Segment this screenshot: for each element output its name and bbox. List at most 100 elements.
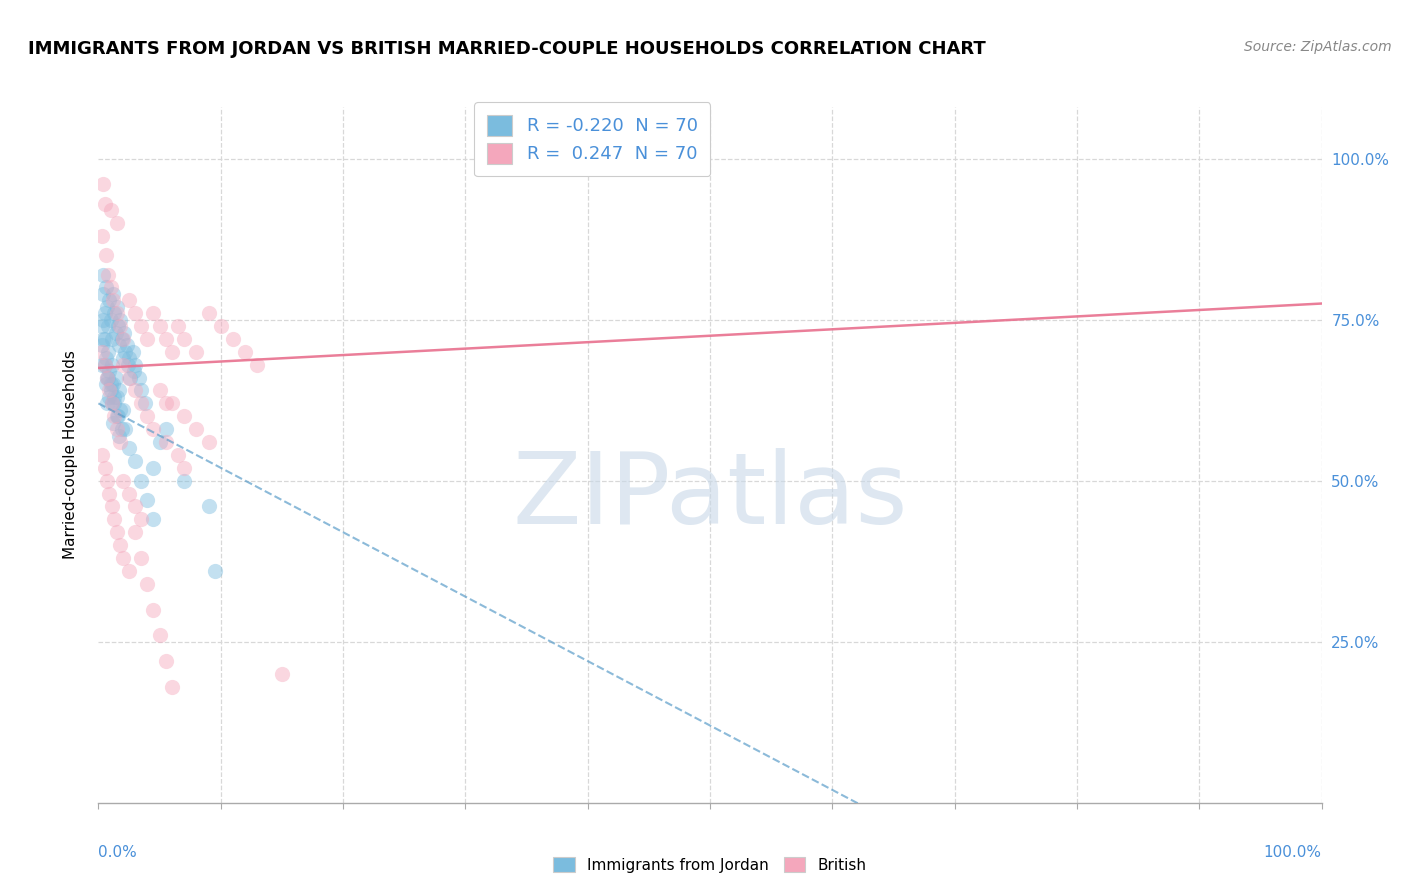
Point [91,344,114,359]
Point [111,422,134,436]
Point [142,306,165,320]
Point [91,338,114,352]
Point [136,332,159,346]
Point [129,512,152,526]
Point [142,460,165,475]
Point [98,486,121,500]
Point [136,493,159,508]
Point [167,319,190,334]
Point [142,602,165,616]
Point [222,332,245,346]
Point [110,319,132,334]
Point [204,564,226,578]
Point [118,351,141,366]
Point [91,332,114,346]
Point [100,377,122,392]
Point [197,306,219,320]
Point [103,396,125,410]
Point [118,442,141,456]
Point [93,358,115,372]
Point [97,344,120,359]
Point [101,416,124,430]
Point [107,319,129,334]
Point [91,268,114,282]
Point [173,409,195,424]
Point [96,370,118,384]
Point [118,370,141,384]
Point [167,448,190,462]
Point [114,344,136,359]
Point [149,319,172,334]
Point [155,654,177,668]
Point [160,396,183,410]
Point [160,344,183,359]
Point [100,384,122,398]
Legend: Immigrants from Jordan, British: Immigrants from Jordan, British [547,850,873,879]
Point [101,396,124,410]
Point [96,300,118,314]
Point [110,435,132,450]
Point [91,286,114,301]
Point [93,460,115,475]
Point [110,402,132,417]
Point [93,332,115,346]
Point [93,358,115,372]
Point [94,280,117,294]
Point [233,344,256,359]
Point [111,402,134,417]
Point [122,364,145,378]
Point [121,344,143,359]
Point [94,351,117,366]
Text: 100.0%: 100.0% [1264,845,1322,860]
Point [108,338,131,352]
Point [149,384,172,398]
Point [112,326,135,340]
Point [173,332,195,346]
Point [105,300,128,314]
Point [173,460,195,475]
Point [129,474,152,488]
Point [136,576,159,591]
Point [105,306,128,320]
Text: 0.0%: 0.0% [98,845,138,860]
Point [128,370,150,384]
Point [114,422,136,436]
Point [96,370,118,384]
Point [100,312,122,326]
Point [155,332,177,346]
Point [101,286,124,301]
Point [103,512,125,526]
Point [101,377,124,392]
Point [101,293,124,308]
Point [104,370,127,384]
Point [97,319,120,334]
Point [104,326,127,340]
Text: Source: ZipAtlas.com: Source: ZipAtlas.com [1244,40,1392,54]
Point [124,500,146,514]
Point [101,500,124,514]
Point [197,500,219,514]
Point [91,319,114,334]
Point [129,319,152,334]
Point [93,306,115,320]
Point [110,538,132,552]
Point [129,384,152,398]
Point [94,248,117,262]
Point [111,351,134,366]
Point [270,667,294,681]
Point [155,422,177,436]
Point [91,312,114,326]
Point [101,358,124,372]
Point [111,474,134,488]
Point [93,196,115,211]
Point [97,370,120,384]
Text: ZIPatlas: ZIPatlas [512,448,908,545]
Point [108,428,131,442]
Point [101,396,124,410]
Point [97,268,120,282]
Point [98,364,121,378]
Point [98,293,121,308]
Y-axis label: Married-couple Households: Married-couple Households [63,351,77,559]
Point [115,338,138,352]
Point [117,358,139,372]
